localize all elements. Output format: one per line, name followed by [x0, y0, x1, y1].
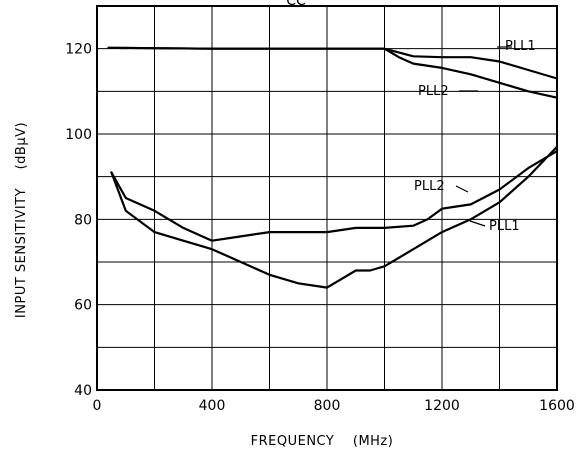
series-label-lower-pll2: PLL2: [414, 179, 445, 194]
grid: [97, 6, 557, 390]
series-line-upper-pll2: [107, 46, 559, 99]
top-label-fragment: CC: [286, 0, 306, 9]
x-tick-labels: 0 400 800 1200 1600: [93, 398, 575, 414]
series-label-leader: [455, 185, 469, 193]
x-tick-label: 800: [314, 398, 341, 414]
y-tick-labels: 40 60 80 100 120: [65, 42, 92, 399]
y-tick-label: 120: [65, 42, 92, 58]
series-label-lower-pll1: PLL1: [489, 219, 520, 234]
series-label-upper-pll2: PLL2: [418, 84, 449, 99]
series-line-upper-pll1: [107, 46, 559, 80]
series-labels: PLL1 PLL2 PLL2 PLL1: [414, 39, 536, 234]
x-tick-label: 400: [199, 398, 226, 414]
plot-frame: [96, 5, 558, 391]
x-tick-label: 1600: [539, 398, 575, 414]
y-tick-label: 100: [65, 127, 92, 143]
series-label-leader: [469, 220, 486, 227]
series-layer: [107, 46, 559, 289]
series-label-upper-pll1: PLL1: [505, 39, 536, 54]
y-tick-label: 80: [74, 212, 92, 228]
y-axis-label: INPUT SENSITIVITY (dBμV): [14, 122, 29, 318]
y-tick-label: 40: [74, 383, 92, 399]
x-tick-label: 1200: [424, 398, 460, 414]
series-line-lower-pll1: [110, 145, 559, 289]
series-line-lower-pll2: [110, 150, 559, 242]
y-tick-label: 60: [74, 298, 92, 314]
x-tick-label: 0: [93, 398, 102, 414]
x-axis-label: FREQUENCY (MHz): [251, 434, 394, 449]
